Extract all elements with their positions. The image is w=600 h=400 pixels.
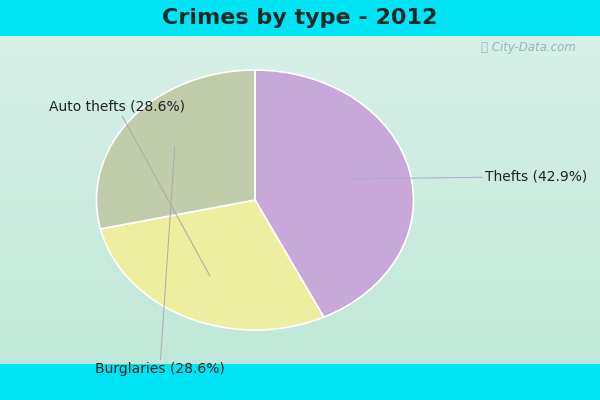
Wedge shape [100, 200, 324, 330]
Text: Thefts (42.9%): Thefts (42.9%) [348, 170, 587, 184]
Text: ⓘ City-Data.com: ⓘ City-Data.com [481, 42, 575, 54]
Wedge shape [97, 70, 255, 229]
Wedge shape [255, 70, 413, 317]
Text: Burglaries (28.6%): Burglaries (28.6%) [95, 147, 225, 376]
Text: Auto thefts (28.6%): Auto thefts (28.6%) [49, 99, 210, 276]
Text: Crimes by type - 2012: Crimes by type - 2012 [163, 8, 437, 28]
